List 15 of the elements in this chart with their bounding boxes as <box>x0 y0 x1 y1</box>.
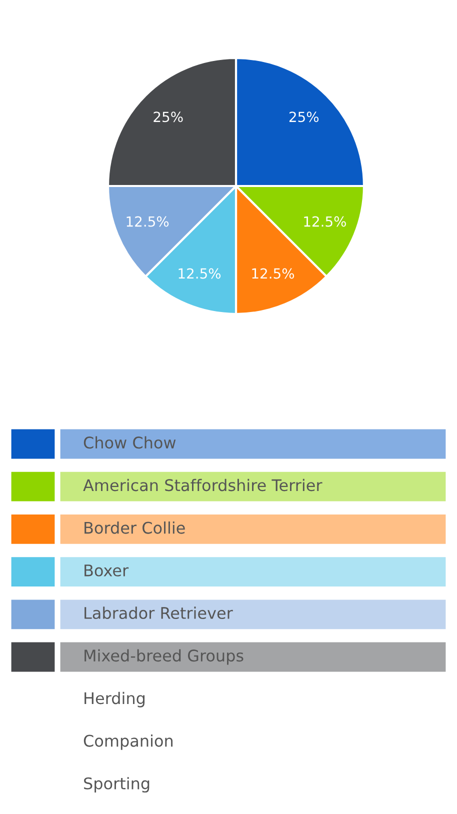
data-label: 12.5% <box>126 216 169 227</box>
data-label: 25% <box>289 112 319 122</box>
legend-label: Chow Chow <box>84 436 176 449</box>
data-label: 12.5% <box>178 268 221 279</box>
text: Companion <box>84 734 173 750</box>
data-label: 12.5% <box>304 216 346 227</box>
text: Sporting <box>84 777 150 793</box>
data-label: 12.5% <box>252 268 294 279</box>
legend-label: Mixed-breed Groups <box>84 649 244 665</box>
legend-label: Boxer <box>84 564 129 576</box>
data-label: 25% <box>154 112 183 122</box>
legend-label: Border Collie <box>84 521 185 534</box>
legend-label: American Staffordshire Terrier <box>83 478 322 492</box>
legend-label: Labrador Retriever <box>84 606 233 620</box>
text: Herding <box>84 692 145 708</box>
